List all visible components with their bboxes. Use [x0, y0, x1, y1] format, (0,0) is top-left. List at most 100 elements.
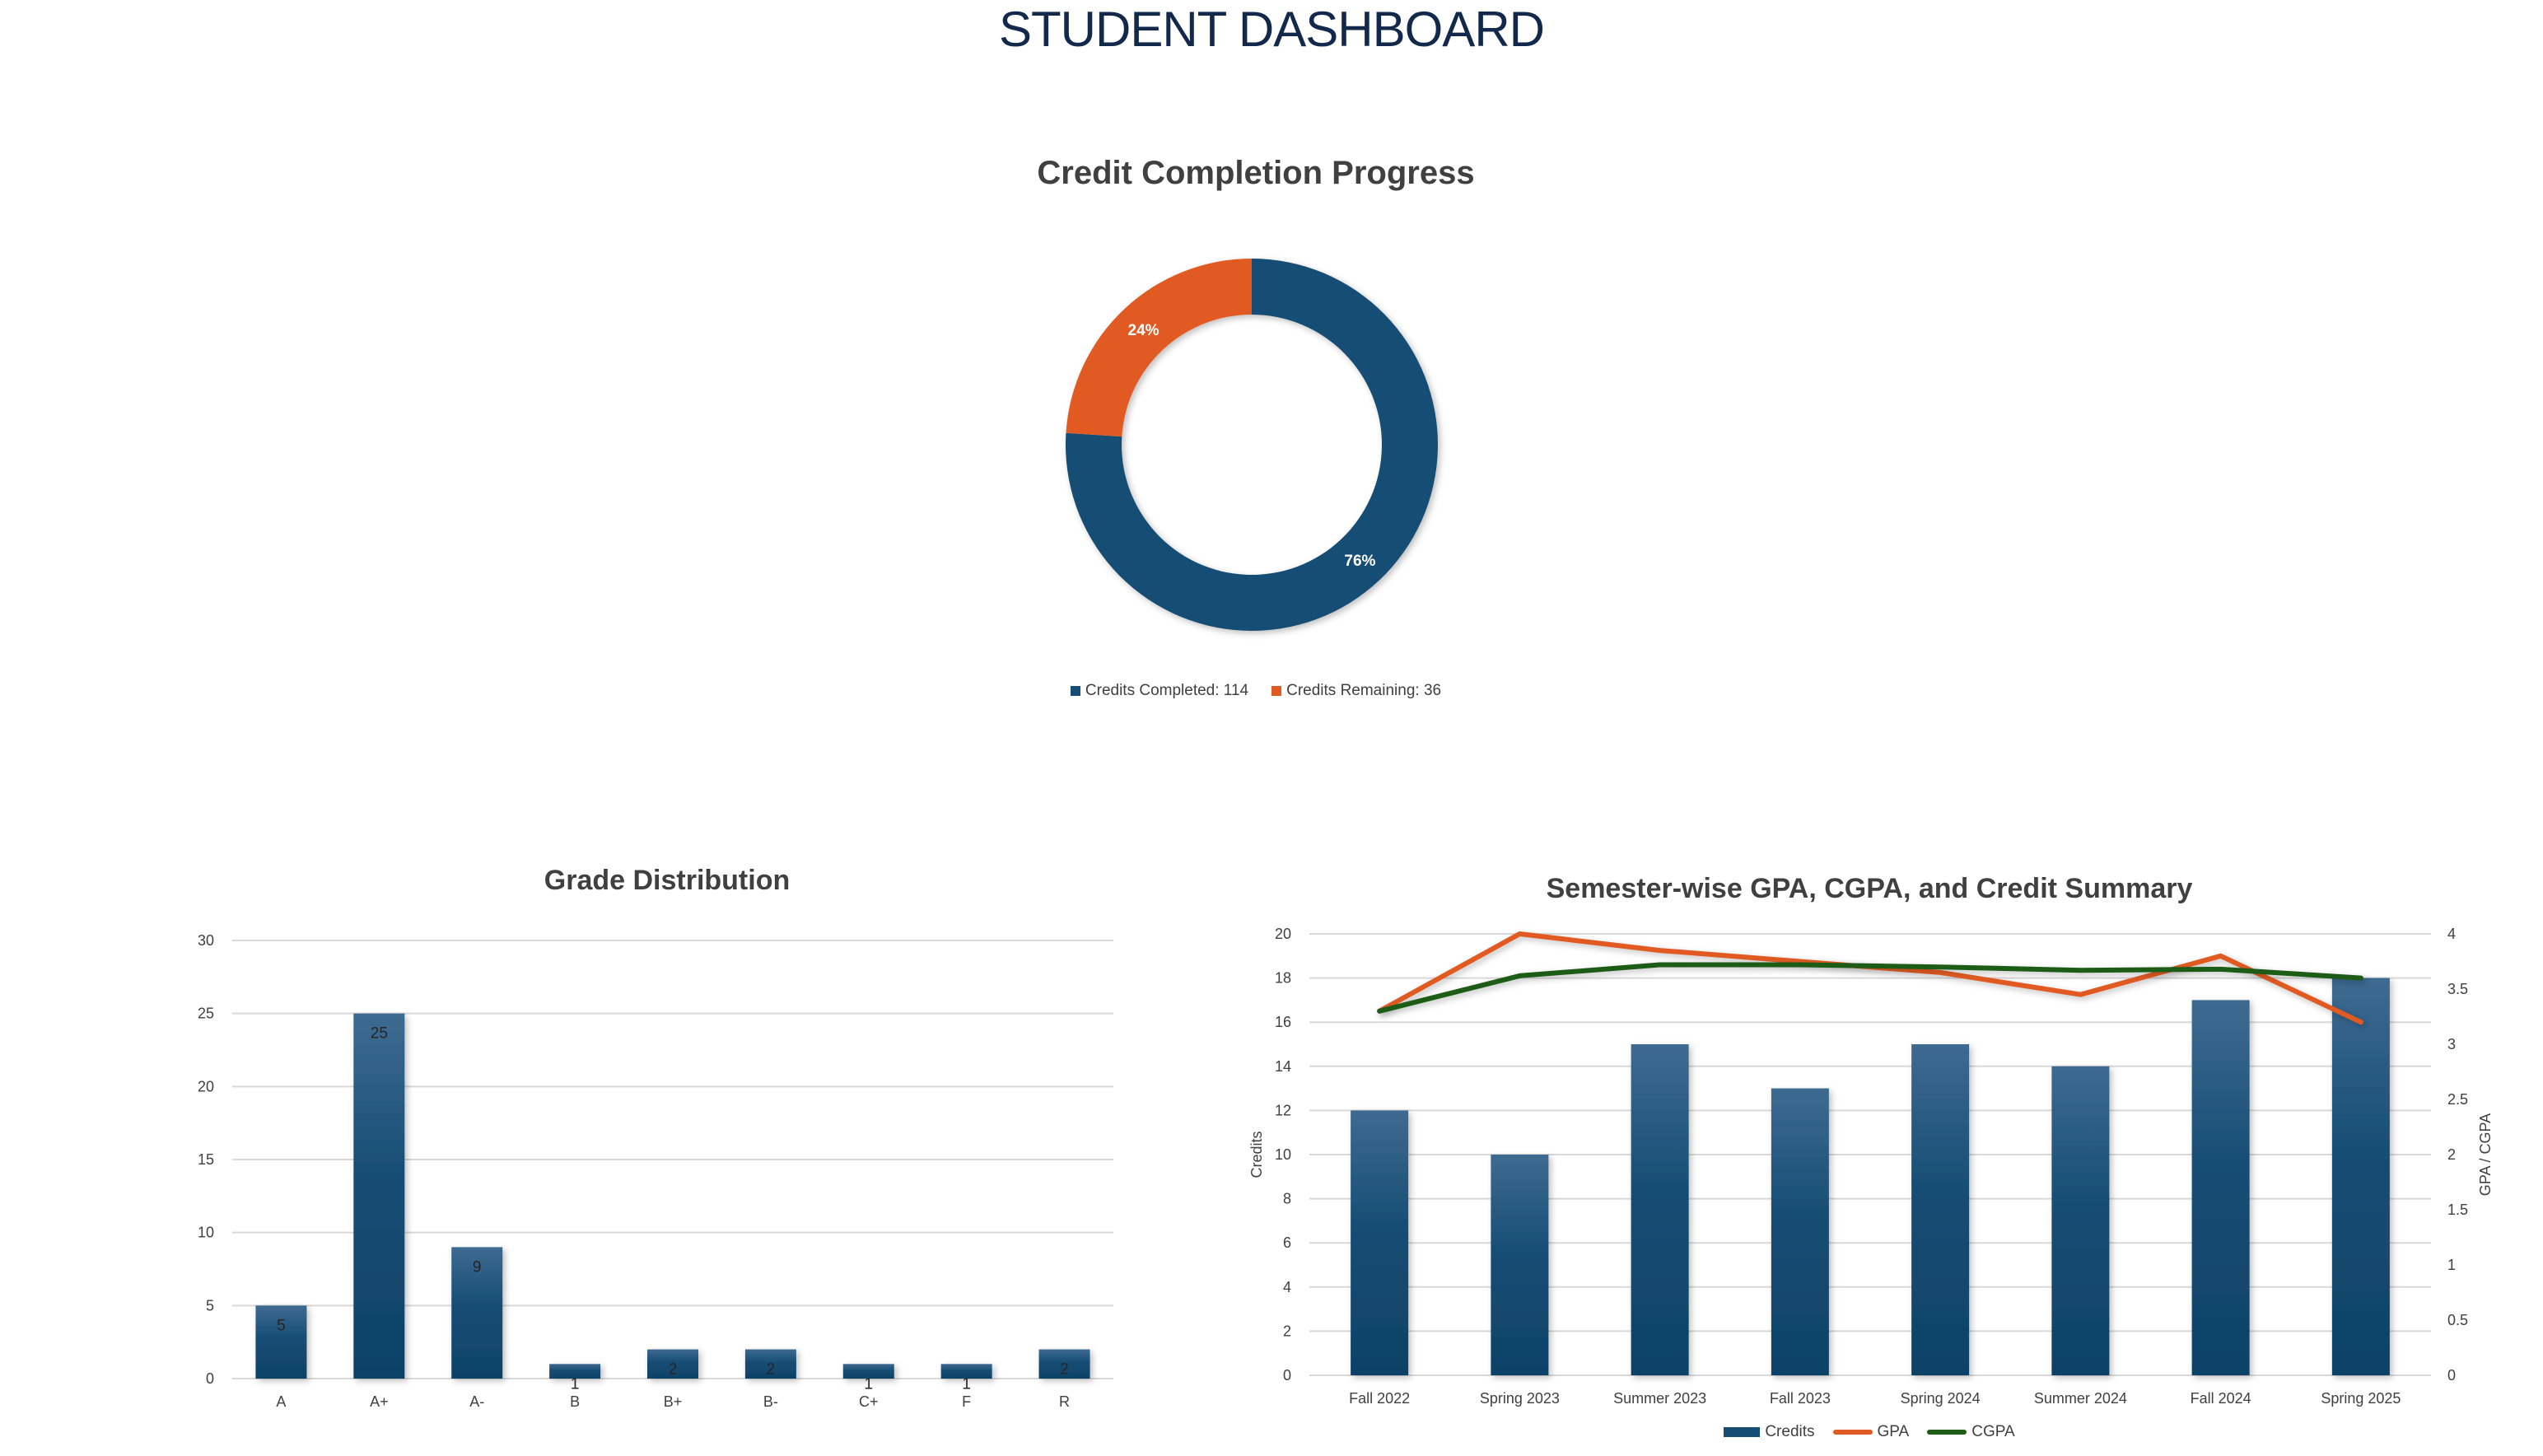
- credits-bar: [1911, 1044, 1970, 1375]
- x-tick-label: R: [1059, 1393, 1070, 1410]
- x-tick-label: A: [276, 1393, 286, 1410]
- y-axis-label: Credits: [1248, 1131, 1265, 1178]
- x-tick-label: Fall 2022: [1349, 1390, 1410, 1407]
- legend-swatch: [1832, 1430, 1873, 1435]
- donut-chart-title: Credit Completion Progress: [1037, 155, 1475, 191]
- donut-legend: Credits Completed: 114 Credits Remaining…: [824, 682, 1688, 700]
- page-title: STUDENT DASHBOARD: [999, 2, 1545, 57]
- bar-C+: [842, 1364, 894, 1379]
- legend-swatch: [1927, 1430, 1967, 1435]
- bar-A+: [353, 1013, 405, 1379]
- x-tick-label: C+: [859, 1393, 879, 1410]
- bar-data-label: 1: [571, 1375, 580, 1393]
- y-tick-label: 25: [198, 1006, 214, 1022]
- legend-swatch: [1272, 686, 1282, 696]
- y-tick-label: 6: [1283, 1234, 1291, 1251]
- y-tick-label: 0: [206, 1370, 214, 1387]
- y2-tick-label: 1.5: [2447, 1202, 2468, 1218]
- x-tick-label: Fall 2024: [2191, 1390, 2251, 1407]
- credit-completion-donut-chart: 76% 24%: [1066, 259, 1438, 631]
- x-tick-label: Spring 2024: [1901, 1390, 1981, 1407]
- y-tick-label: 10: [198, 1225, 214, 1241]
- y2-tick-label: 2: [2447, 1146, 2456, 1163]
- y-tick-label: 0: [1283, 1367, 1291, 1384]
- legend-item-cgpa: CGPA: [1927, 1423, 2015, 1441]
- bar-R: [1038, 1349, 1090, 1379]
- x-tick-label: A+: [370, 1393, 389, 1410]
- y-tick-label: 10: [1275, 1146, 1291, 1163]
- legend-swatch: [1724, 1427, 1761, 1437]
- donut-data-label: 76%: [1344, 553, 1375, 570]
- credits-bar: [2191, 1000, 2250, 1375]
- credits-bar: [1631, 1044, 1689, 1375]
- bar-F: [940, 1364, 992, 1379]
- x-tick-label: Summer 2023: [1613, 1390, 1706, 1407]
- y-tick-label: 15: [198, 1151, 214, 1168]
- bar-data-label: 1: [962, 1375, 971, 1393]
- legend-label: GPA: [1877, 1423, 1910, 1440]
- x-tick-label: Summer 2024: [2034, 1390, 2127, 1407]
- credits-bar: [1351, 1110, 1409, 1375]
- y-tick-label: 30: [198, 932, 214, 949]
- x-tick-label: B: [570, 1393, 580, 1410]
- y-tick-label: 20: [198, 1078, 214, 1094]
- donut-slice-credits-remaining: [1066, 259, 1252, 437]
- bar-data-label: 2: [767, 1361, 776, 1379]
- y-tick-label: 20: [1275, 926, 1291, 942]
- y2-tick-label: 0: [2447, 1367, 2456, 1384]
- bar-data-label: 2: [1060, 1361, 1069, 1379]
- credits-bar: [2331, 978, 2390, 1375]
- bar-data-label: 1: [864, 1375, 873, 1393]
- legend-label: Credits Completed: 114: [1085, 682, 1249, 699]
- y2-tick-label: 3.5: [2447, 981, 2468, 997]
- bar-A: [255, 1305, 307, 1379]
- grade-chart-title: Grade Distribution: [544, 865, 791, 896]
- y-tick-label: 8: [1283, 1191, 1291, 1207]
- legend-swatch: [1070, 686, 1080, 696]
- y2-tick-label: 0.5: [2447, 1312, 2468, 1328]
- legend-item-credits: Credits: [1724, 1423, 1815, 1441]
- y2-tick-label: 4: [2447, 926, 2456, 942]
- x-tick-label: Fall 2023: [1770, 1390, 1831, 1407]
- bar-data-label: 2: [669, 1361, 678, 1379]
- credits-bar: [1491, 1155, 1549, 1375]
- y2-axis-label: GPA / CGPA: [2477, 1113, 2494, 1196]
- legend-item-gpa: GPA: [1832, 1423, 1910, 1441]
- bar-data-label: 9: [473, 1258, 482, 1276]
- bar-group: [255, 1013, 1090, 1379]
- bar-B+: [647, 1349, 698, 1379]
- y2-tick-label: 2.5: [2447, 1091, 2468, 1108]
- y2-tick-label: 1: [2447, 1257, 2456, 1273]
- bar-A-: [451, 1247, 503, 1379]
- x-tick-label: A-: [469, 1393, 484, 1410]
- donut-data-label: 24%: [1128, 322, 1160, 339]
- legend-label: CGPA: [1971, 1423, 2015, 1440]
- y-tick-label: 12: [1275, 1102, 1291, 1118]
- y-tick-label: 14: [1275, 1058, 1291, 1075]
- bar-data-label: 25: [371, 1025, 388, 1043]
- bar-group: [1351, 978, 2390, 1375]
- bar-B: [549, 1364, 601, 1379]
- legend-label: Credits: [1765, 1423, 1815, 1440]
- semester-chart-title: Semester-wise GPA, CGPA, and Credit Summ…: [1546, 873, 2193, 904]
- x-tick-label: Spring 2023: [1480, 1390, 1560, 1407]
- bar-data-label: 5: [277, 1317, 286, 1334]
- cgpa-line: [1377, 962, 2363, 1014]
- y-tick-label: 4: [1283, 1279, 1291, 1295]
- bar-B-: [744, 1349, 796, 1379]
- credits-bar: [1771, 1088, 1829, 1375]
- x-tick-label: B+: [664, 1393, 683, 1410]
- donut-slices: [1066, 259, 1438, 631]
- y2-tick-label: 3: [2447, 1036, 2456, 1052]
- x-tick-label: F: [962, 1393, 971, 1410]
- y-tick-label: 2: [1283, 1323, 1291, 1339]
- legend-label: Credits Remaining: 36: [1286, 682, 1442, 699]
- semester-legend: Credits GPA CGPA: [1219, 1423, 2520, 1441]
- legend-item-credits-completed: Credits Completed: 114: [1070, 682, 1249, 700]
- x-tick-label: Spring 2025: [2321, 1390, 2401, 1407]
- x-tick-label: B-: [763, 1393, 778, 1410]
- credits-bar: [2051, 1066, 2110, 1375]
- donut-slice-credits-completed: [1066, 259, 1438, 631]
